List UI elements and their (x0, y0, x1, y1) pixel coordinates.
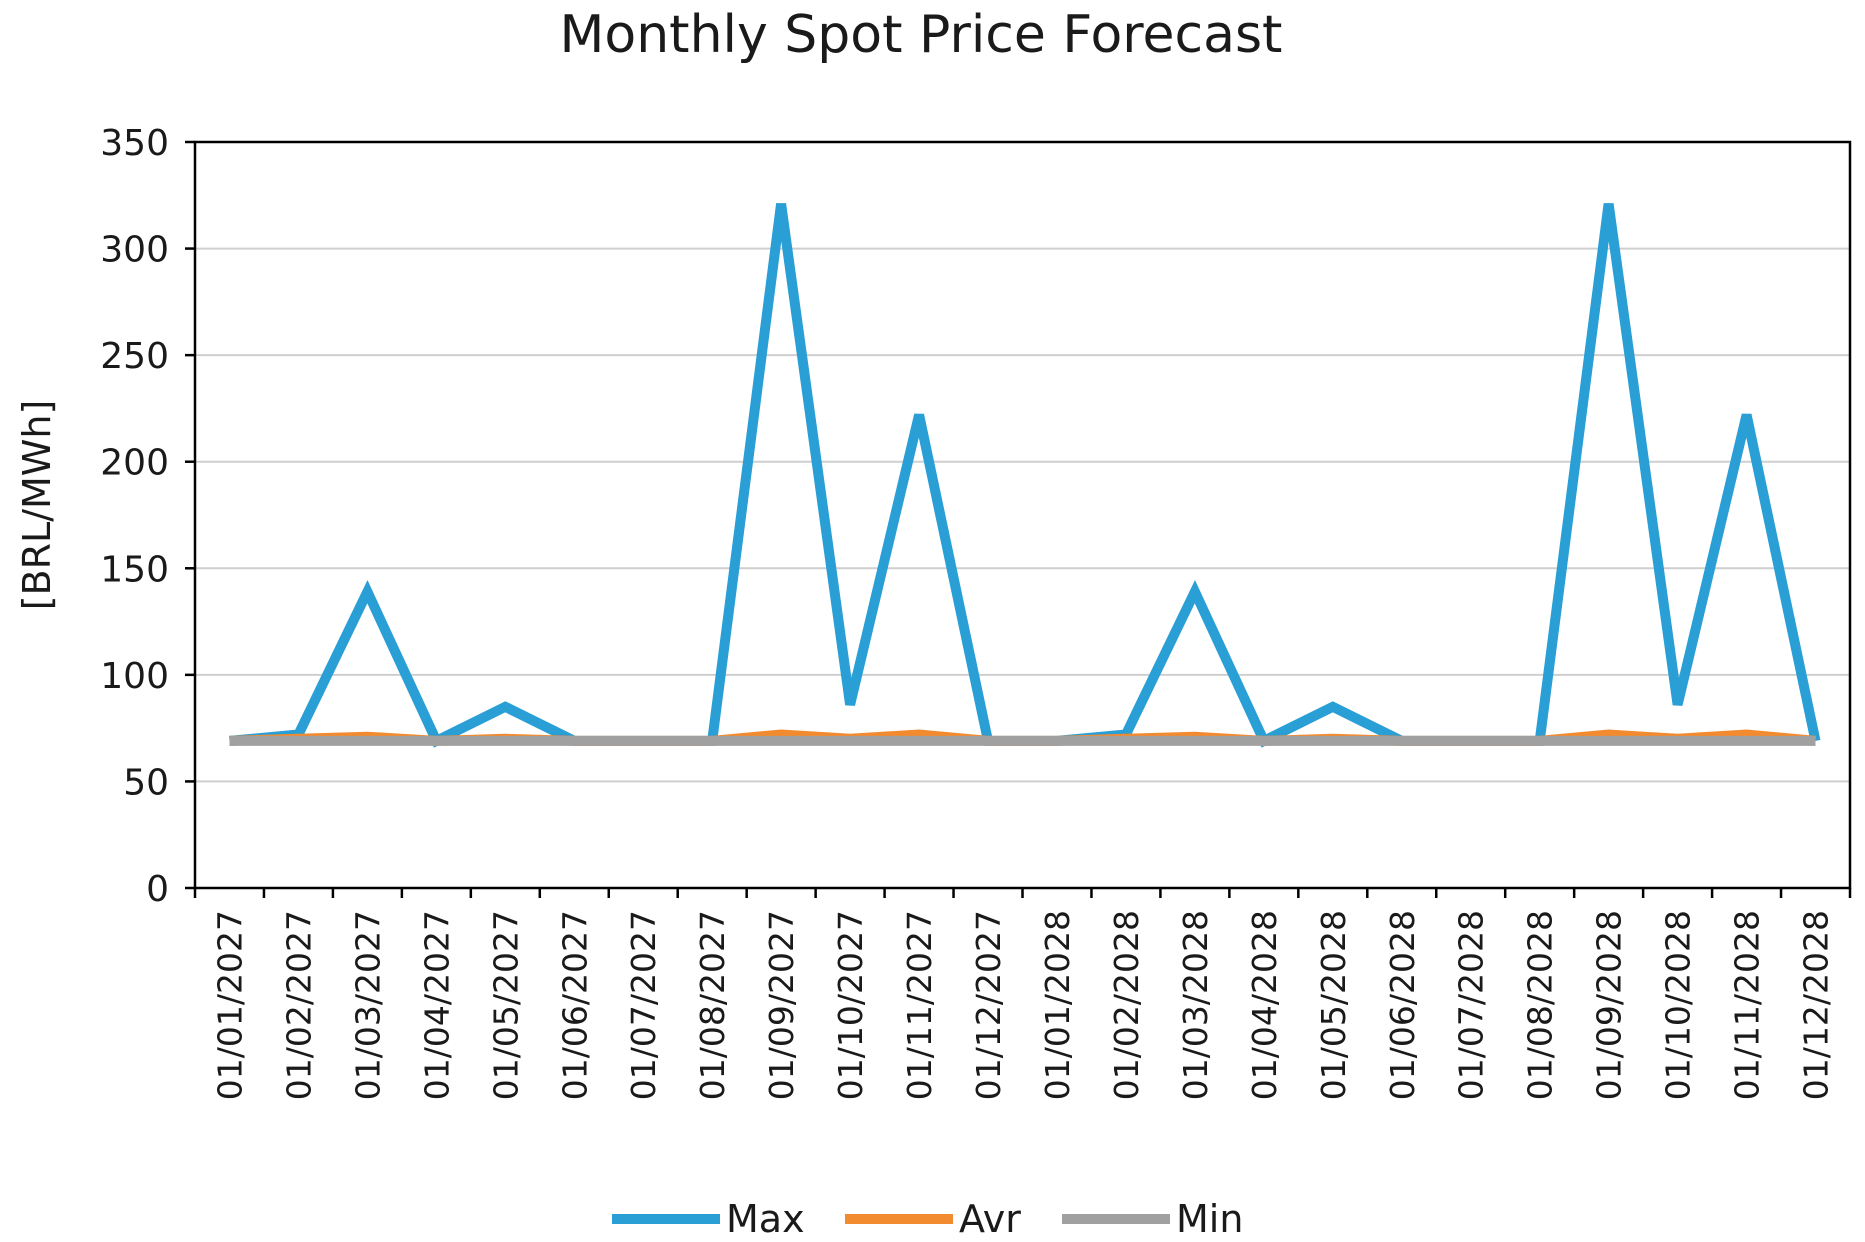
x-tick-label: 01/12/2028 (1797, 910, 1836, 1100)
y-tick-label: 300 (100, 230, 169, 271)
y-tick-label: 350 (100, 123, 169, 164)
x-tick-label: 01/08/2027 (693, 910, 732, 1100)
y-tick-label: 150 (100, 549, 169, 590)
x-tick-label: 01/07/2028 (1452, 910, 1491, 1100)
x-tick-label: 01/05/2028 (1314, 910, 1353, 1100)
y-axis: 0 50 100 150 200 250 300 350 (100, 123, 195, 910)
x-tick-label: 01/09/2027 (762, 910, 801, 1100)
x-tick-label: 01/01/2027 (210, 910, 249, 1100)
x-tick-label: 01/06/2028 (1383, 910, 1422, 1100)
legend-label-min: Min (1176, 1197, 1243, 1237)
x-tick-label: 01/05/2027 (486, 910, 525, 1100)
x-tick-label: 01/04/2027 (417, 910, 456, 1100)
x-tick-label: 01/10/2027 (831, 910, 870, 1100)
x-tick-label: 01/09/2028 (1590, 910, 1629, 1100)
y-axis-label: [BRL/MWh] (15, 400, 59, 611)
gridlines (195, 247, 1850, 783)
legend-label-max: Max (726, 1197, 805, 1237)
y-tick-label: 50 (123, 762, 169, 803)
series-lines (229, 203, 1821, 748)
y-tick-label: 0 (146, 869, 169, 910)
x-tick-label: 01/03/2027 (348, 910, 387, 1100)
x-tick-label: 01/04/2028 (1245, 910, 1284, 1100)
y-tick-label: 100 (100, 656, 169, 697)
x-tick-label: 01/08/2028 (1521, 910, 1560, 1100)
x-tick-label: 01/10/2028 (1659, 910, 1698, 1100)
x-tick-label: 01/02/2027 (279, 910, 318, 1100)
x-tick-label: 01/01/2028 (1038, 910, 1077, 1100)
x-tick-label: 01/11/2028 (1728, 910, 1767, 1100)
x-axis: 01/01/2027 01/02/2027 01/03/2027 01/04/2027… (193, 888, 1852, 1100)
x-tick-label: 01/12/2027 (969, 910, 1008, 1100)
legend-label-avr: Avr (959, 1197, 1021, 1237)
y-tick-label: 200 (100, 443, 169, 484)
x-tick-label: 01/06/2027 (555, 910, 594, 1100)
y-tick-label: 250 (100, 336, 169, 377)
x-tick-label: 01/03/2028 (1176, 910, 1215, 1100)
chart-title: Monthly Spot Price Forecast (560, 5, 1283, 65)
x-tick-label: 01/07/2027 (624, 910, 663, 1100)
x-tick-label: 01/11/2027 (900, 910, 939, 1100)
x-tick-label: 01/02/2028 (1107, 910, 1146, 1100)
legend: Max Avr Min (612, 1197, 1243, 1241)
series-line-max (229, 203, 1821, 748)
